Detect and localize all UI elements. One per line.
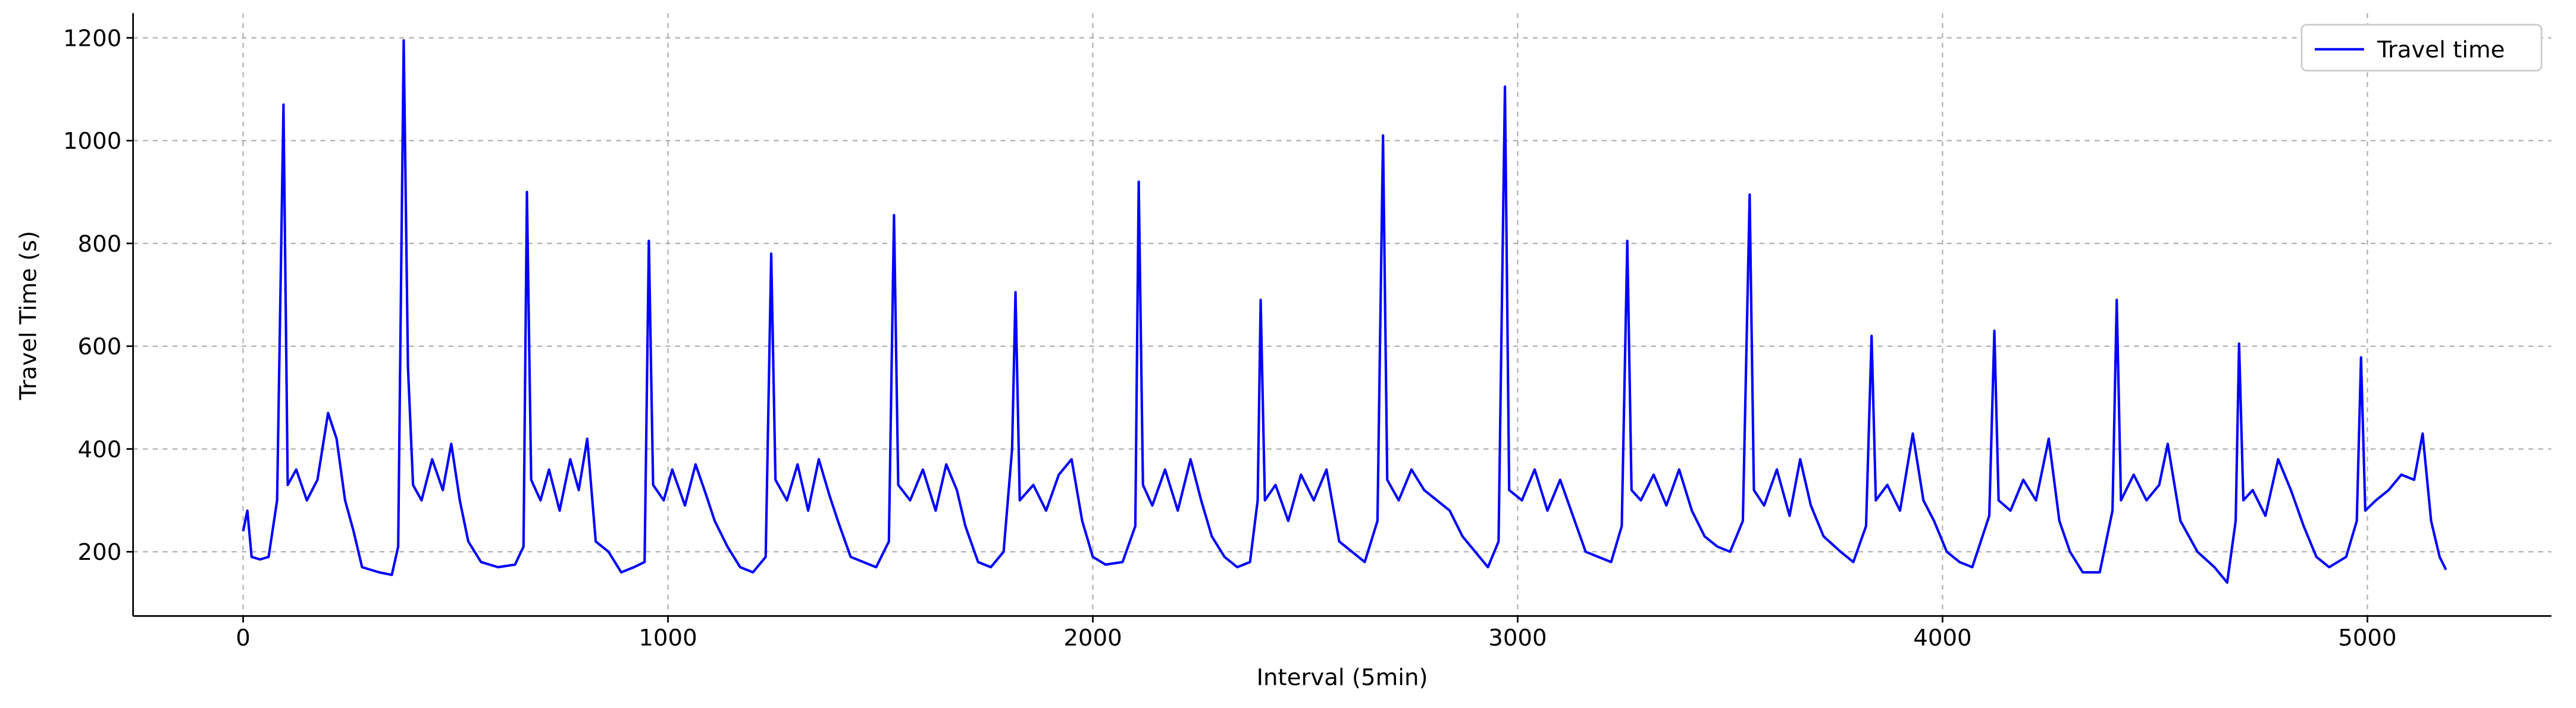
x-tick-label: 5000 [2338, 625, 2396, 651]
x-tick-label: 4000 [1913, 625, 1971, 651]
y-tick-label: 1200 [63, 25, 121, 52]
x-axis-label: Interval (5min) [1257, 664, 1428, 691]
y-tick-label: 400 [78, 436, 122, 463]
x-tick-label: 0 [236, 625, 251, 651]
y-tick-label: 200 [78, 539, 122, 566]
y-axis-label: Travel Time (s) [15, 231, 42, 400]
legend-label: Travel time [2377, 37, 2505, 64]
x-tick-label: 3000 [1488, 625, 1547, 651]
y-tick-label: 1000 [63, 128, 121, 155]
legend-box [2300, 24, 2543, 72]
y-tick-label: 800 [78, 231, 122, 258]
line-series [242, 39, 2447, 584]
x-tick-label: 1000 [638, 625, 697, 651]
y-tick-label: 600 [78, 334, 122, 361]
legend: Travel time [2300, 24, 2543, 72]
x-tick-label: 2000 [1063, 625, 1122, 651]
